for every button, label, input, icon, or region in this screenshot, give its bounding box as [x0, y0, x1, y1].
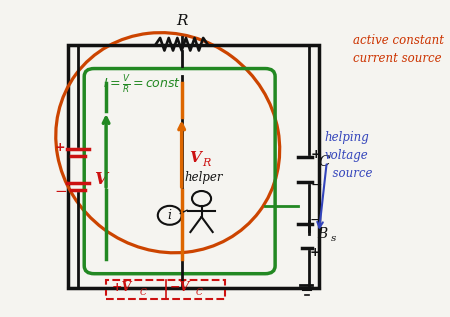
Text: helper: helper: [184, 171, 223, 184]
Text: R: R: [202, 158, 211, 168]
Text: C: C: [319, 155, 330, 169]
Text: R: R: [176, 14, 187, 28]
Text: B: B: [318, 227, 328, 241]
Text: −V: −V: [170, 281, 190, 294]
Text: i: i: [168, 209, 172, 222]
Text: V: V: [189, 152, 202, 165]
Text: −: −: [54, 184, 67, 199]
Text: +: +: [311, 148, 321, 161]
Text: V: V: [94, 171, 107, 188]
Text: s: s: [331, 235, 337, 243]
Text: −: −: [310, 178, 322, 192]
Text: helping
voltage
  source: helping voltage source: [325, 131, 372, 180]
Text: +V: +V: [112, 281, 132, 294]
Text: +: +: [55, 141, 66, 154]
Text: $I=\frac{V}{R}=const$: $I=\frac{V}{R}=const$: [103, 73, 181, 95]
Text: C: C: [196, 288, 202, 296]
Text: +: +: [310, 246, 320, 259]
Text: active constant
current source: active constant current source: [353, 34, 444, 65]
Text: C: C: [140, 288, 147, 296]
Text: −: −: [309, 213, 321, 227]
